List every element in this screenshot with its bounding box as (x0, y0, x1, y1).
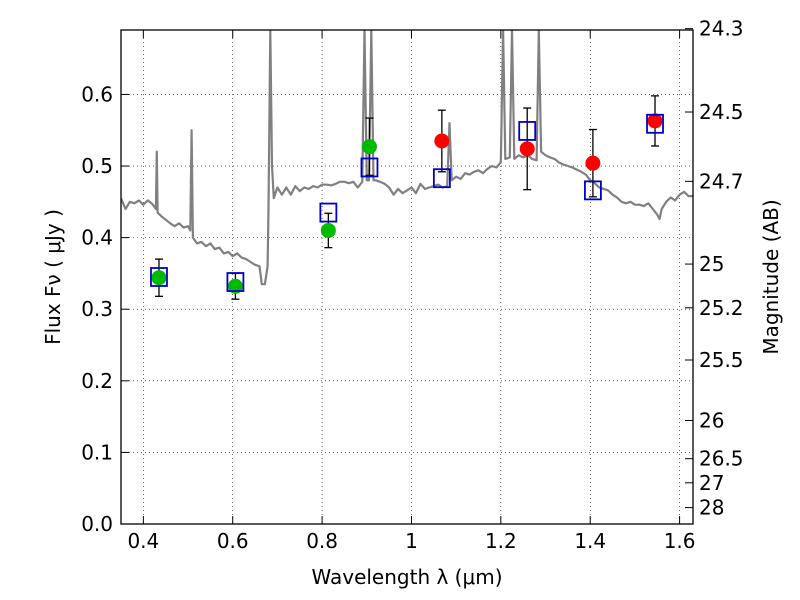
plot-area (121, 30, 693, 286)
y-axis-label: Flux Fν ( μJy ) (41, 209, 65, 345)
y2-tick-label: 25 (699, 252, 724, 276)
data-point (434, 133, 450, 149)
y-tick-label: 0.5 (81, 154, 113, 178)
data-point (585, 155, 601, 171)
y2-tick-label: 25.5 (699, 348, 744, 372)
model-point (226, 272, 245, 292)
y2-axis-label: Magnitude (AB) (759, 199, 783, 354)
x-tick-label: 1 (405, 529, 418, 553)
data-point (361, 139, 377, 155)
y-tick-label: 0.0 (81, 512, 113, 536)
x-tick-label: 1.2 (485, 529, 517, 553)
data-point (647, 113, 663, 129)
x-tick-label: 1.6 (664, 529, 696, 553)
y2-tick-label: 24.7 (699, 169, 744, 193)
model-point (518, 121, 537, 141)
x-tick-label: 1.4 (574, 529, 606, 553)
model-spectrum-line (121, 30, 693, 286)
y2-tick-label: 26.5 (699, 447, 744, 471)
y2-tick-label: 27 (699, 471, 724, 495)
y-tick-label: 0.1 (81, 440, 113, 464)
marker-layer (150, 95, 664, 300)
data-point (320, 222, 336, 238)
y-tick-label: 0.2 (81, 369, 113, 393)
x-tick-label: 0.8 (306, 529, 338, 553)
x-axis-label: Wavelength λ (μm) (311, 565, 502, 589)
data-point (151, 270, 167, 286)
y-tick-label: 0.6 (81, 82, 113, 106)
y-tick-label: 0.4 (81, 226, 113, 250)
data-point (227, 278, 243, 294)
y2-tick-label: 24.3 (699, 17, 744, 41)
model-point (360, 157, 379, 178)
model-point (584, 180, 602, 201)
y2-tick-label: 28 (699, 496, 724, 520)
y2-tick-label: 24.5 (699, 100, 744, 124)
x-tick-label: 0.4 (127, 529, 159, 553)
y-tick-label: 0.3 (81, 297, 113, 321)
y2-tick-label: 25.2 (699, 296, 744, 320)
data-point (519, 141, 535, 157)
model-point (432, 168, 451, 189)
y2-tick-label: 26 (699, 409, 724, 433)
model-point (319, 202, 338, 223)
model-point (646, 113, 664, 134)
x-tick-label: 0.6 (217, 529, 249, 553)
axes: 0.4 0.6 0.8 1 1.2 1.4 1.6 0.0 0.1 0.2 0.3 0.4 0.5 0.6… (81, 17, 743, 553)
model-point (150, 267, 168, 287)
plot-frame (120, 29, 694, 525)
